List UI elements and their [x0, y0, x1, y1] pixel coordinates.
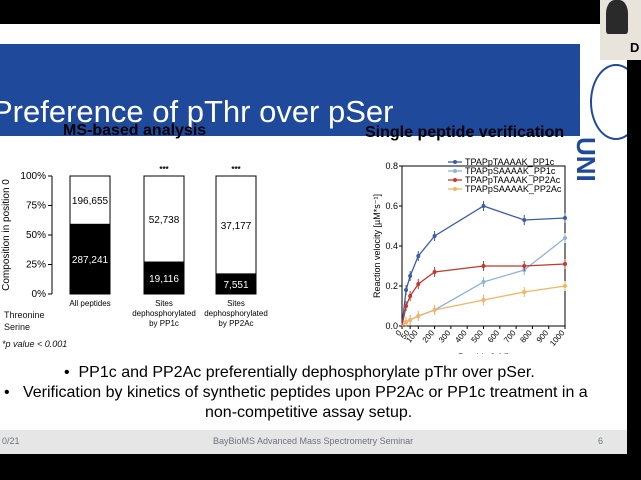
bar-serine-count: 196,655 [72, 196, 109, 207]
scatter-point [408, 318, 413, 322]
scatter-fit-line [401, 205, 566, 327]
bar-y-tick-label: 100% [20, 171, 46, 182]
footer-date: 0/21 [2, 436, 20, 446]
bar-threonine-count: 287,241 [72, 255, 109, 266]
legend-entry-label: TPAPpTAAAAK_PP1c [465, 157, 555, 167]
bar-category-label: by PP1c [149, 319, 179, 328]
bar-threonine [143, 261, 185, 295]
scatter-y-tick-label: 0.8 [385, 161, 398, 171]
bullet-1-text: PP1c and PP2Ac preferentially dephosphor… [78, 364, 535, 381]
scatter-x-axis-label: Peptide [µM] [458, 352, 509, 354]
scatter-point [408, 294, 413, 298]
scatter-point [408, 274, 413, 278]
presentation-slide: Preference of pThr over pSer UNI MS-base… [0, 24, 627, 454]
footer-seminar-name: BayBioMS Advanced Mass Spectrometry Semi… [213, 436, 414, 446]
scatter-point [481, 298, 486, 302]
legend-marker [453, 160, 457, 164]
slide-footer: 0/21 BayBioMS Advanced Mass Spectrometry… [0, 430, 627, 454]
scatter-point [481, 264, 486, 268]
scatter-y-tick-label: 0.2 [385, 281, 398, 291]
bar-serine [215, 175, 257, 275]
legend-entry-label: TPAPpTAAAAK_PP2Ac [465, 175, 561, 185]
bar-category-label: All peptides [69, 299, 110, 308]
scatter-point [416, 254, 421, 258]
scatter-fit-line [401, 285, 566, 327]
scatter-x-tick-label: 600 [486, 328, 502, 344]
legend-threonine: Threonine [4, 310, 45, 320]
scatter-point [416, 282, 421, 286]
scatter-point [563, 216, 567, 220]
bar-category-label: Sites [227, 299, 245, 308]
bar-threonine-count: 7,551 [223, 280, 248, 291]
bar-serine [143, 175, 185, 263]
scatter-point [432, 270, 437, 274]
scatter-point [563, 262, 567, 266]
bullet-2: • Verification by kinetics of synthetic … [4, 384, 588, 401]
person-icon [606, 0, 628, 34]
legend-serine: Serine [4, 322, 31, 332]
webcam-label: D [630, 40, 640, 55]
scatter-point [481, 204, 486, 208]
scatter-point [481, 280, 486, 284]
title-bar: Preference of pThr over pSer [0, 44, 627, 136]
scatter-point [404, 304, 409, 308]
legend-entry-label: TPAPpSAAAAK_PP1c [465, 166, 556, 176]
scatter-x-tick-label: 800 [518, 328, 534, 344]
bar-threonine [69, 223, 111, 295]
left-panel-title: MS-based analysis [63, 122, 207, 139]
bar-significance-marker: *** [231, 165, 241, 174]
scatter-x-tick-label: 300 [437, 328, 453, 344]
bar-y-tick-label: 75% [26, 201, 46, 212]
scatter-x-tick-label: 400 [453, 328, 469, 344]
scatter-point [416, 314, 421, 318]
bar-threonine-count: 19,116 [149, 274, 179, 285]
scatter-x-tick-label: 500 [470, 328, 486, 344]
scatter-y-axis-label: Reaction velocity [µM*s⁻¹] [372, 194, 382, 298]
scatter-point [563, 236, 567, 240]
bar-y-tick-label: 50% [26, 230, 46, 241]
bar-threonine [215, 273, 257, 295]
bar-category-label: dephosphorylated [132, 309, 196, 318]
bar-serine [69, 175, 111, 225]
scatter-point [522, 264, 527, 268]
slide-title: Preference of pThr over pSer [0, 94, 394, 129]
bar-category-label: dephosphorylated [204, 309, 268, 318]
legend-marker [453, 169, 457, 173]
scatter-y-tick-label: 0.4 [385, 241, 398, 251]
footer-page-number: 6 [598, 436, 604, 446]
scatter-point [404, 288, 409, 292]
bullet-1: • PP1c and PP2Ac preferentially dephosph… [64, 364, 535, 381]
bar-serine-count: 52,738 [149, 215, 180, 226]
legend-marker [453, 187, 457, 191]
bar-y-axis-label: Composition in position 0 [1, 179, 12, 291]
bar-category-label: Sites [155, 299, 173, 308]
scatter-point [522, 290, 527, 294]
bar-category-label: by PP2Ac [218, 319, 253, 328]
scatter-x-tick-label: 700 [502, 328, 518, 344]
scatter-point [563, 284, 567, 288]
bullet-2-continuation: non-competitive assay setup. [205, 404, 413, 421]
bar-y-tick-label: 0% [32, 289, 47, 300]
university-seal-icon [590, 64, 627, 140]
scatter-point [432, 308, 437, 312]
legend-entry-label: TPAPpSAAAAK_PP2Ac [465, 184, 562, 194]
scatter-y-tick-label: 0.0 [385, 321, 398, 331]
bar-significance-marker: *** [159, 165, 169, 174]
scatter-x-tick-label: 200 [421, 328, 437, 344]
right-panel-title: Single peptide verification [365, 124, 565, 141]
scatter-point [522, 218, 527, 222]
bullet-2-text: Verification by kinetics of synthetic pe… [22, 384, 588, 401]
bar-y-tick-label: 25% [26, 260, 46, 271]
scatter-x-tick-label: 1000 [548, 328, 567, 348]
bar-serine-count: 37,177 [221, 221, 252, 232]
scatter-point [404, 320, 409, 324]
scatter-x-tick-label: 0 [394, 328, 404, 338]
legend-marker [453, 178, 457, 182]
pvalue-note: *p value < 0.001 [2, 339, 68, 349]
scatter-point [432, 234, 437, 238]
ms-analysis-bar-chart: Composition in position 0 100% 75% 50% 25% 0%… [1, 165, 268, 328]
webcam-thumbnail: D [600, 0, 641, 60]
scatter-y-tick-label: 0.6 [385, 201, 398, 211]
